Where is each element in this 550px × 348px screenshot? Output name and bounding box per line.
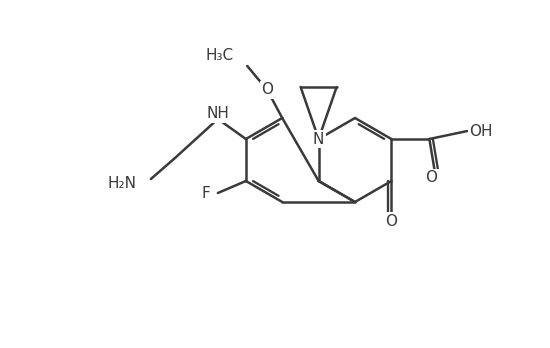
Text: H₂N: H₂N bbox=[108, 176, 137, 191]
Text: H₃C: H₃C bbox=[205, 48, 233, 63]
Text: O: O bbox=[425, 171, 437, 185]
Text: F: F bbox=[201, 185, 210, 200]
Text: NH: NH bbox=[206, 106, 229, 121]
Text: O: O bbox=[261, 82, 273, 97]
Text: OH: OH bbox=[470, 124, 493, 139]
Text: O: O bbox=[386, 214, 397, 229]
Text: N: N bbox=[313, 132, 324, 147]
